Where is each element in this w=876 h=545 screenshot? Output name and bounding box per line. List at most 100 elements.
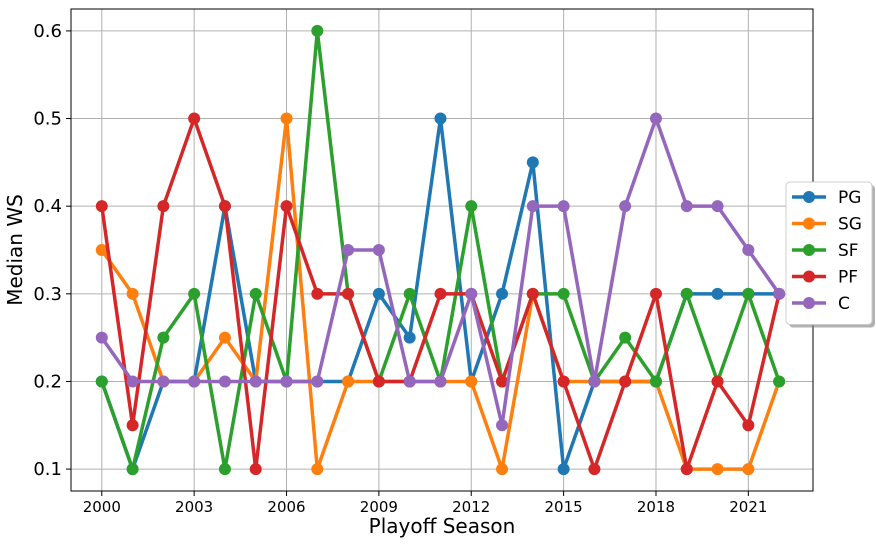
x-tick-label: 2018 (637, 498, 675, 516)
data-point-pf (95, 200, 108, 213)
data-point-c (496, 419, 509, 432)
data-point-pf (157, 200, 170, 213)
y-axis: 0.1 0.2 0.3 0.4 0.5 0.6 (33, 21, 71, 480)
data-point-sf (557, 287, 570, 300)
data-point-sf (619, 331, 632, 344)
data-point-sf (218, 463, 231, 476)
y-tick-label: 0.3 (33, 284, 62, 305)
data-point-sg (496, 463, 509, 476)
data-point-sg (742, 463, 755, 476)
data-point-pg (434, 112, 447, 125)
data-point-pf (126, 419, 139, 432)
legend: PG SG SF PF C (785, 181, 875, 328)
legend-label-pg: PG (838, 188, 861, 208)
legend-marker-sg (803, 217, 815, 230)
series-pf (95, 112, 786, 476)
data-point-c (342, 244, 355, 256)
data-point-c (95, 331, 108, 344)
x-axis-title: Playoff Season (369, 514, 516, 538)
data-point-c (711, 200, 724, 213)
series-c (95, 112, 786, 432)
data-point-pf (280, 200, 293, 213)
data-point-sg (218, 331, 231, 344)
data-point-c (619, 200, 632, 213)
data-point-pf (188, 112, 201, 125)
data-point-c (372, 244, 385, 256)
y-tick-label: 0.4 (33, 196, 62, 217)
data-point-sf (311, 24, 324, 37)
data-point-sf (465, 200, 478, 213)
data-point-c (280, 375, 293, 388)
legend-marker-c (803, 297, 815, 309)
data-point-sf (249, 287, 262, 300)
data-point-pg (372, 287, 385, 300)
data-point-pg (557, 463, 570, 476)
data-point-pf (526, 287, 539, 300)
legend-label-c: C (838, 294, 850, 314)
data-point-c (311, 375, 324, 388)
legend-marker-pf (803, 270, 815, 283)
data-point-c (680, 200, 693, 213)
data-point-pf (649, 287, 662, 300)
legend-label-pf: PF (838, 268, 858, 288)
data-point-sf (126, 463, 139, 476)
x-tick-label: 2015 (545, 498, 583, 516)
data-point-pf (588, 463, 601, 476)
data-point-pf (372, 375, 385, 388)
data-point-c (649, 112, 662, 125)
data-point-pf (619, 375, 632, 388)
legend-label-sf: SF (838, 241, 859, 261)
data-point-pg (403, 331, 416, 344)
data-point-pg (496, 287, 509, 300)
legend-label-sg: SG (838, 215, 862, 235)
data-point-sg (342, 375, 355, 388)
data-point-pg (711, 287, 724, 300)
data-point-sg (280, 112, 293, 125)
data-point-c (249, 375, 262, 388)
x-tick-label: 2003 (175, 498, 213, 516)
data-point-c (434, 375, 447, 388)
data-point-c (742, 244, 755, 256)
y-tick-label: 0.6 (33, 21, 62, 42)
series-layer (95, 24, 786, 476)
data-point-sf (649, 375, 662, 388)
data-point-pf (742, 419, 755, 432)
y-axis-title: Median WS (3, 194, 27, 306)
data-point-sf (157, 331, 170, 344)
x-tick-label: 2021 (729, 498, 767, 516)
data-point-sg (126, 287, 139, 300)
data-point-sg (95, 244, 108, 256)
data-point-pf (434, 287, 447, 300)
data-point-c (126, 375, 139, 388)
data-point-c (588, 375, 601, 388)
y-tick-label: 0.5 (33, 109, 62, 130)
x-tick-label: 2009 (360, 498, 398, 516)
x-tick-label: 2012 (452, 498, 490, 516)
data-point-sf (95, 375, 108, 388)
data-point-sf (188, 287, 201, 300)
data-point-c (526, 200, 539, 213)
x-tick-label: 2000 (83, 498, 121, 516)
data-point-c (188, 375, 201, 388)
legend-marker-sf (803, 244, 815, 256)
data-point-c (465, 287, 478, 300)
x-axis: 2000 2003 2006 2009 2012 2015 2018 2021 (83, 491, 767, 516)
data-point-pg (526, 156, 539, 169)
data-point-sf (403, 287, 416, 300)
data-point-pf (496, 375, 509, 388)
data-point-pf (711, 375, 724, 388)
data-point-c (403, 375, 416, 388)
y-tick-label: 0.2 (33, 371, 62, 392)
data-point-c (773, 287, 786, 300)
x-tick-label: 2006 (267, 498, 305, 516)
data-point-pf (311, 287, 324, 300)
y-tick-label: 0.1 (33, 459, 62, 480)
legend-marker-pg (803, 191, 815, 203)
data-point-c (218, 375, 231, 388)
data-point-pf (342, 287, 355, 300)
data-point-pf (249, 463, 262, 476)
data-point-sf (742, 287, 755, 300)
data-point-pf (218, 200, 231, 213)
